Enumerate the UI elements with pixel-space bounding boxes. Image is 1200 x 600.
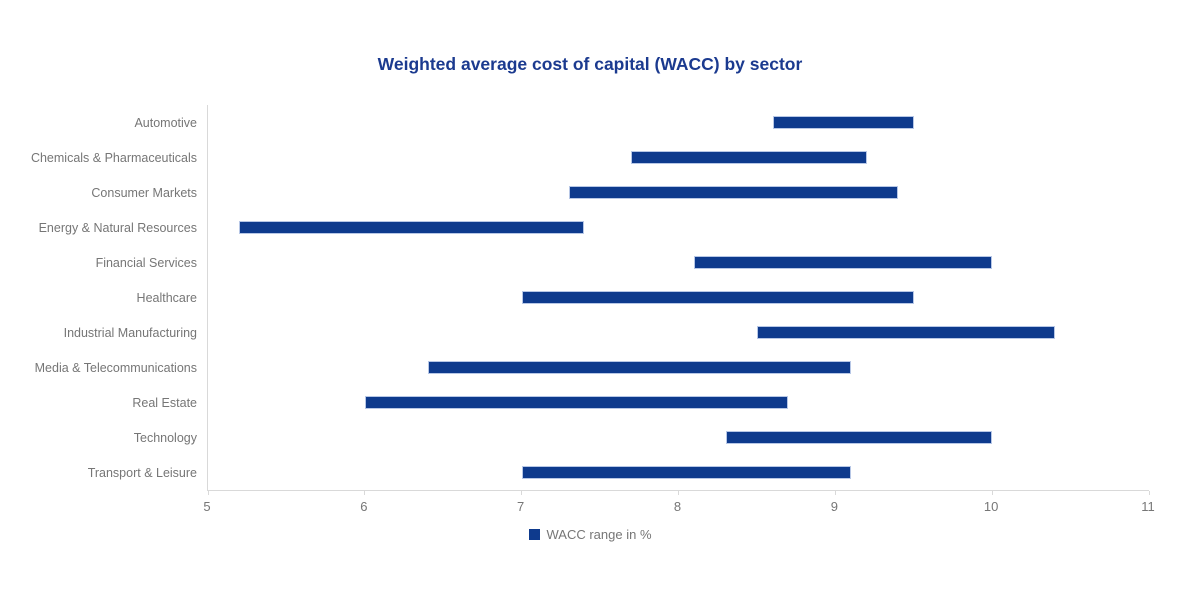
value-tick-label: 5 bbox=[203, 499, 211, 514]
value-tick-label: 8 bbox=[673, 499, 682, 514]
value-tick-label: 7 bbox=[517, 499, 525, 514]
category-label: Media & Telecommunications bbox=[34, 361, 197, 375]
category-label: Technology bbox=[133, 431, 197, 445]
axis-tick bbox=[1148, 491, 1150, 495]
wacc-range-bar bbox=[725, 431, 993, 444]
wacc-range-bar bbox=[772, 116, 914, 129]
wacc-range-bar bbox=[521, 466, 851, 479]
axis-tick bbox=[207, 491, 209, 495]
legend: WACC range in % bbox=[0, 527, 1180, 542]
value-axis: 5 6 7 8 9 10 11 bbox=[203, 499, 1154, 519]
wacc-range-bar bbox=[631, 151, 867, 164]
category-label: Healthcare bbox=[136, 291, 197, 305]
axis-tick bbox=[364, 491, 366, 495]
category-label: Energy & Natural Resources bbox=[38, 221, 197, 235]
plot-area bbox=[207, 105, 1150, 495]
value-tick-label: 10 bbox=[983, 499, 999, 514]
wacc-range-bar bbox=[239, 221, 585, 234]
category-label: Chemicals & Pharmaceuticals bbox=[30, 151, 197, 165]
chart-title: Weighted average cost of capital (WACC) … bbox=[377, 54, 803, 74]
category-label: Transport & Leisure bbox=[87, 466, 197, 480]
wacc-range-bar bbox=[427, 361, 851, 374]
wacc-range-bar bbox=[568, 186, 899, 199]
axis-tick bbox=[521, 491, 523, 495]
value-tick-label: 11 bbox=[1141, 499, 1155, 514]
axis-tick bbox=[834, 491, 836, 495]
legend-swatch-icon bbox=[528, 529, 540, 540]
wacc-range-bar bbox=[364, 396, 789, 409]
wacc-range-bar bbox=[521, 291, 914, 304]
wacc-range-bar bbox=[756, 326, 1055, 339]
wacc-range-bar bbox=[694, 256, 993, 269]
legend-label: WACC range in % bbox=[546, 527, 652, 542]
value-tick-label: 9 bbox=[830, 499, 838, 514]
value-tick-label: 6 bbox=[360, 499, 368, 514]
category-label: Financial Services bbox=[95, 256, 197, 270]
axis-tick bbox=[678, 491, 679, 495]
category-label: Automotive bbox=[134, 116, 197, 130]
axis-tick bbox=[991, 491, 993, 495]
category-axis: Automotive Chemicals & Pharmaceuticals Con… bbox=[0, 105, 197, 490]
category-label: Industrial Manufacturing bbox=[63, 326, 197, 340]
category-label: Consumer Markets bbox=[91, 186, 197, 200]
category-label: Real Estate bbox=[132, 396, 197, 410]
